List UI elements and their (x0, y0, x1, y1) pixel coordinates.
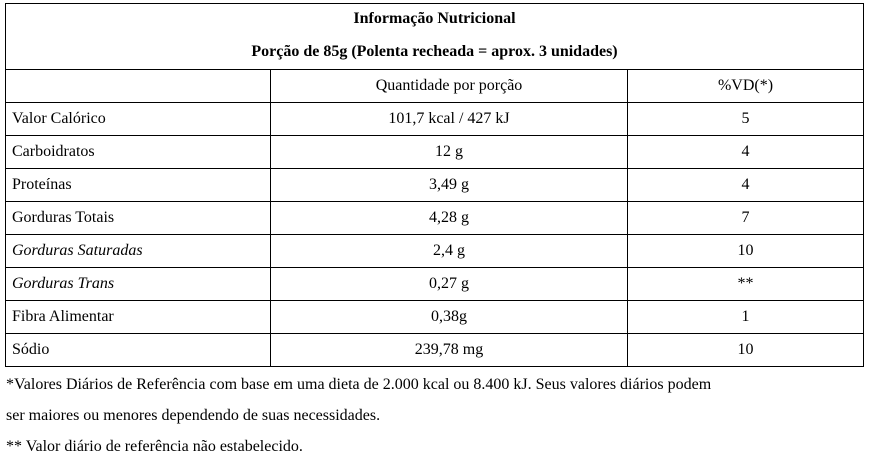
amount-cell: 3,49 g (270, 168, 628, 202)
nutrient-name: Gorduras Saturadas (5, 234, 271, 268)
vd-cell: ** (627, 267, 864, 301)
table-row: Fibra Alimentar 0,38g 1 (5, 300, 864, 334)
amount-cell: 4,28 g (270, 201, 628, 235)
header-cell: Quantidade por porção (270, 69, 628, 103)
vd-cell: 5 (627, 102, 864, 136)
footnotes: *Valores Diários de Referência com base … (6, 369, 864, 462)
header-cell: %VD(*) (627, 69, 864, 103)
nutrient-name: Fibra Alimentar (5, 300, 271, 334)
vd-cell: 10 (627, 234, 864, 268)
table-row: Gorduras Saturadas 2,4 g 10 (5, 234, 864, 268)
table-row: Gorduras Trans 0,27 g ** (5, 267, 864, 301)
nutrient-name: Gorduras Totais (5, 201, 271, 235)
table-row: Valor Calórico 101,7 kcal / 427 kJ 5 (5, 102, 864, 136)
table-body: Informação Nutricional Porção de 85g (Po… (5, 3, 864, 367)
nutrient-name: Valor Calórico (5, 102, 271, 136)
vd-cell: 7 (627, 201, 864, 235)
footnote: ser maiores ou menores dependendo de sua… (6, 407, 381, 424)
vd-cell: 4 (627, 135, 864, 169)
header-empty (5, 69, 271, 103)
footnote: ** Valor diário de referência não estabe… (6, 438, 303, 455)
nutrient-name: Gorduras Trans (5, 267, 271, 301)
nutrition-table: Informação Nutricional Porção de 85g (Po… (5, 3, 864, 367)
nutrient-name: Sódio (5, 333, 271, 367)
amount-cell: 12 g (270, 135, 628, 169)
table-title: Informação Nutricional (5, 3, 864, 34)
footnote: *Valores Diários de Referência com base … (6, 376, 712, 393)
subtitle-row: Porção de 85g (Polenta recheada = aprox.… (5, 34, 864, 70)
header-row: Quantidade por porção %VD(*) (5, 69, 864, 103)
vd-cell: 1 (627, 300, 864, 334)
title-row: Informação Nutricional (5, 3, 864, 34)
nutrient-name: Carboidratos (5, 135, 271, 169)
amount-cell: 0,38g (270, 300, 628, 334)
amount-cell: 101,7 kcal / 427 kJ (270, 102, 628, 136)
nutrient-name: Proteínas (5, 168, 271, 202)
amount-cell: 239,78 mg (270, 333, 628, 367)
amount-cell: 2,4 g (270, 234, 628, 268)
table-row: Sódio 239,78 mg 10 (5, 333, 864, 367)
table-subtitle: Porção de 85g (Polenta recheada = aprox.… (5, 34, 864, 70)
vd-cell: 10 (627, 333, 864, 367)
amount-cell: 0,27 g (270, 267, 628, 301)
vd-cell: 4 (627, 168, 864, 202)
